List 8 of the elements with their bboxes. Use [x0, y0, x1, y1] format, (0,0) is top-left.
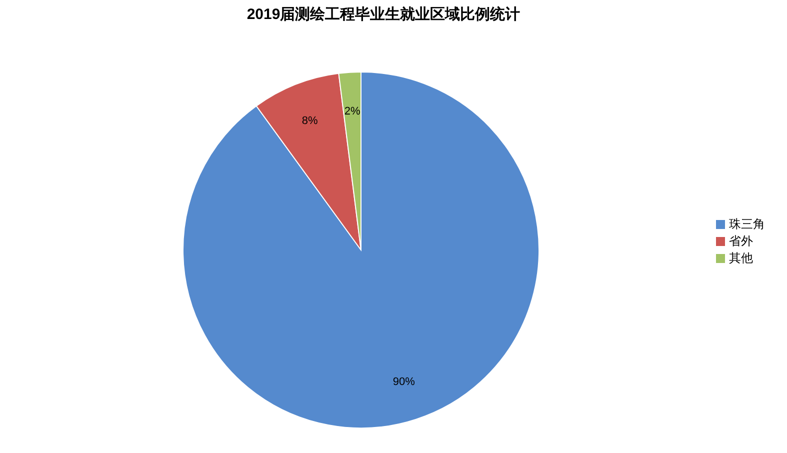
legend-label: 省外	[729, 234, 753, 248]
data-label: 8%	[302, 114, 318, 127]
pie-slice	[182, 72, 540, 428]
chart-title: 2019届测绘工程毕业生就业区域比例统计	[246, 5, 522, 25]
data-label: 2%	[344, 105, 360, 118]
legend-label: 其他	[729, 251, 753, 265]
legend-label: 珠三角	[729, 217, 765, 231]
data-label: 90%	[392, 376, 416, 388]
